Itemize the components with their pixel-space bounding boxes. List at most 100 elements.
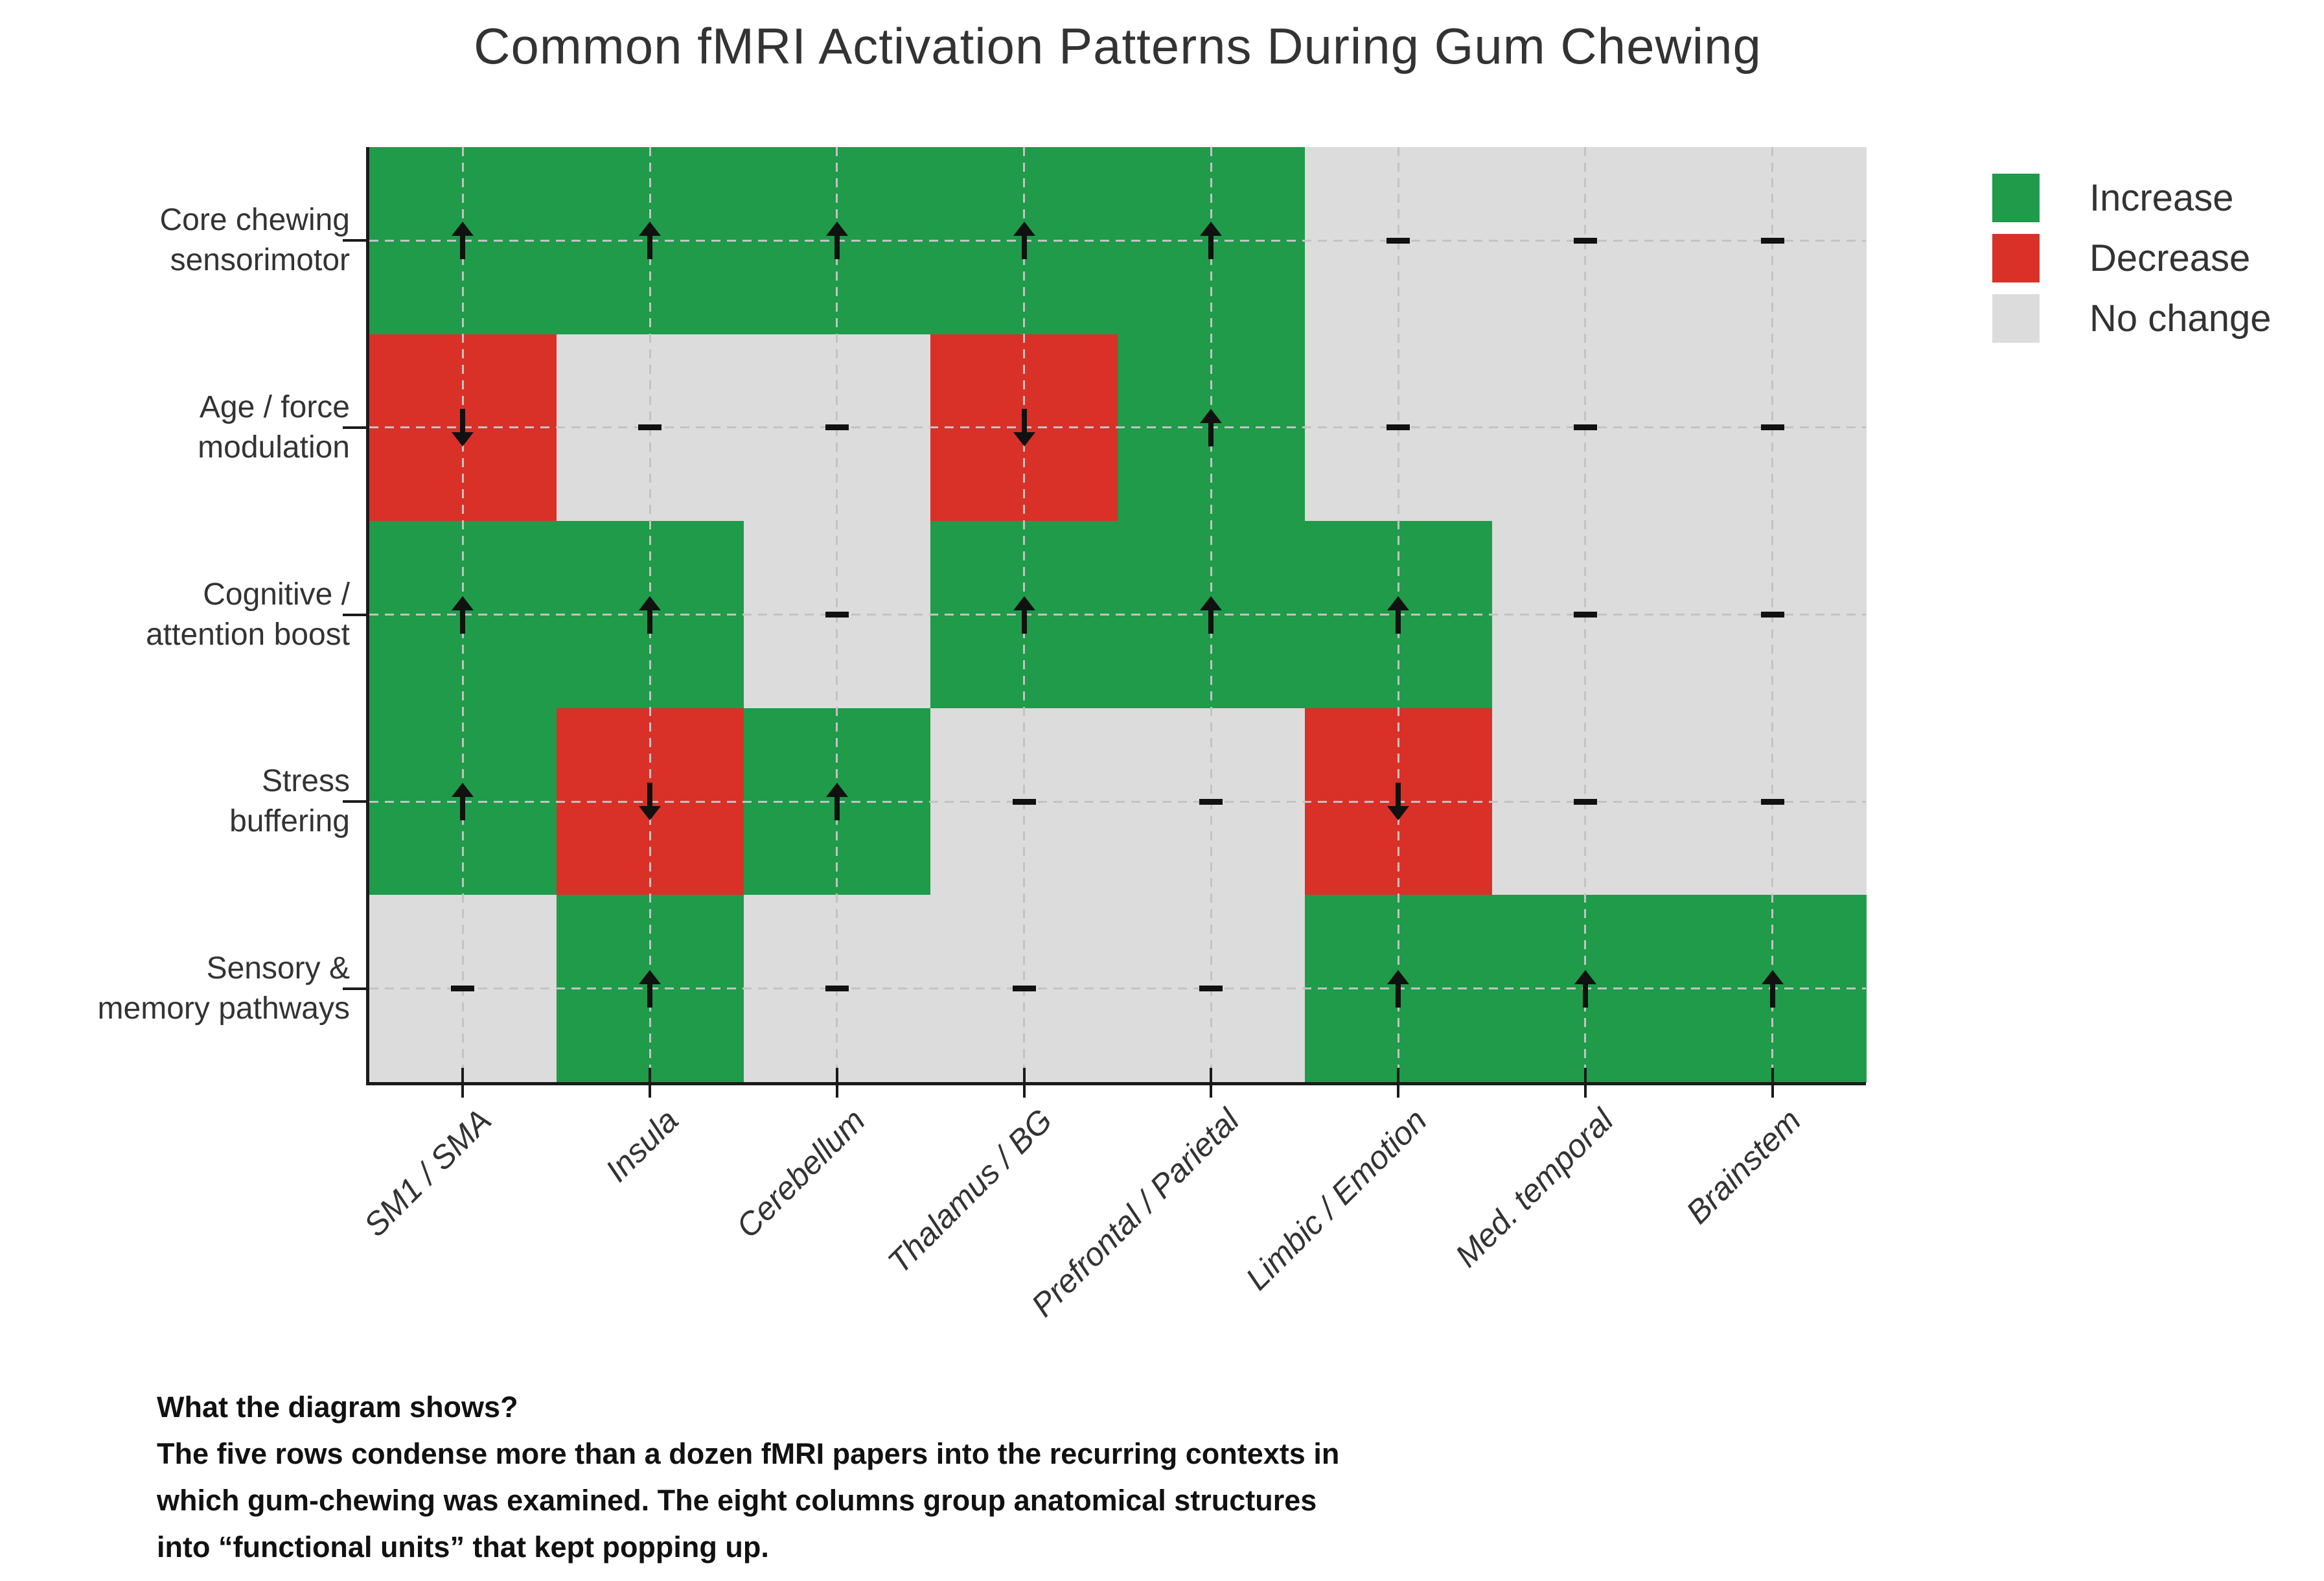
up-arrow-icon xyxy=(1013,595,1035,634)
arrow-head xyxy=(1013,222,1035,237)
caption-line: The five rows condense more than a dozen… xyxy=(157,1437,1340,1470)
row-label-line: Sensory & xyxy=(206,951,350,986)
legend: Increase Decrease No change xyxy=(1992,174,2272,354)
legend-item: Increase xyxy=(1992,174,2272,222)
arrow-head xyxy=(1013,432,1035,446)
caption-line: which gum-chewing was examined. The eigh… xyxy=(157,1484,1317,1517)
down-arrow-icon xyxy=(452,408,474,446)
up-arrow-icon xyxy=(1761,969,1784,1008)
dash-icon xyxy=(1012,798,1036,805)
x-tick xyxy=(1397,1068,1400,1098)
up-arrow-icon xyxy=(1200,595,1223,634)
row-label-line: sensorimotor xyxy=(170,243,350,278)
arrow-head xyxy=(639,806,662,821)
x-tick xyxy=(1771,1068,1774,1098)
dash-icon xyxy=(1760,798,1784,805)
up-arrow-icon xyxy=(1387,969,1410,1008)
arrow-head xyxy=(1574,969,1596,984)
up-arrow-icon xyxy=(825,783,848,821)
x-axis-line xyxy=(366,1082,1866,1085)
dash-icon xyxy=(1012,986,1036,992)
arrow-head xyxy=(639,222,662,237)
arrow-stem xyxy=(647,783,653,812)
arrow-stem xyxy=(1396,605,1401,634)
y-tick xyxy=(343,987,366,990)
caption: What the diagram shows? The five rows con… xyxy=(157,1384,1647,1571)
up-arrow-icon xyxy=(825,222,848,260)
arrow-head xyxy=(639,595,662,610)
row-label-line: buffering xyxy=(229,804,350,839)
arrow-stem xyxy=(834,231,840,260)
arrow-head xyxy=(1200,595,1223,610)
gridline-horizontal xyxy=(369,239,1866,242)
row-label-line: Core chewing xyxy=(159,203,350,238)
arrow-head xyxy=(452,595,474,610)
down-arrow-icon xyxy=(1387,783,1410,821)
arrow-head xyxy=(452,783,474,798)
column-label: Med. temporal xyxy=(1448,1102,1621,1275)
legend-swatch-no_change xyxy=(1992,294,2040,343)
row-label-line: Stress xyxy=(261,764,350,799)
arrow-stem xyxy=(1208,417,1214,446)
row-label-line: memory pathways xyxy=(97,991,350,1026)
column-label: Brainstem xyxy=(1679,1102,1808,1231)
y-tick xyxy=(343,426,366,429)
arrow-stem xyxy=(1769,978,1775,1008)
arrow-stem xyxy=(1021,231,1027,260)
arrow-stem xyxy=(1396,783,1401,812)
column-label: Prefrontal / Parietal xyxy=(1024,1102,1247,1324)
row-label: Age / force modulation xyxy=(13,387,350,468)
dash-icon xyxy=(1199,798,1223,805)
heatmap-plot xyxy=(343,147,1867,1098)
arrow-stem xyxy=(647,231,653,260)
arrow-head xyxy=(452,222,474,237)
y-tick xyxy=(343,613,366,616)
arrow-head xyxy=(1013,595,1035,610)
up-arrow-icon xyxy=(1200,222,1223,260)
dash-icon xyxy=(451,986,475,992)
arrow-stem xyxy=(460,605,466,634)
dash-icon xyxy=(1386,237,1410,244)
arrow-stem xyxy=(460,231,466,260)
x-tick xyxy=(649,1068,652,1098)
arrow-stem xyxy=(1208,231,1214,260)
row-label: Cognitive / attention boost xyxy=(13,575,350,655)
up-arrow-icon xyxy=(1574,969,1596,1008)
row-label-line: Age / force xyxy=(199,389,350,424)
gridline-horizontal xyxy=(369,426,1866,429)
y-tick xyxy=(343,800,366,803)
arrow-stem xyxy=(460,792,466,821)
caption-line: into “functional units” that kept poppin… xyxy=(157,1530,769,1564)
legend-item: No change xyxy=(1992,294,2272,343)
arrow-stem xyxy=(1021,408,1027,437)
column-label: Cerebellum xyxy=(729,1102,873,1245)
arrow-stem xyxy=(1582,978,1588,1008)
y-tick xyxy=(343,239,366,242)
dash-icon xyxy=(1760,237,1784,244)
dash-icon xyxy=(638,424,662,431)
up-arrow-icon xyxy=(1200,408,1223,446)
row-label-line: attention boost xyxy=(146,617,350,652)
gridline-horizontal xyxy=(369,614,1866,616)
legend-swatch-increase xyxy=(1992,174,2040,222)
caption-heading: What the diagram shows? xyxy=(157,1391,518,1424)
dash-icon xyxy=(1386,424,1410,431)
up-arrow-icon xyxy=(639,595,662,634)
column-label: Insula xyxy=(598,1102,685,1189)
x-tick xyxy=(1210,1068,1213,1098)
arrow-head xyxy=(452,432,474,446)
dash-icon xyxy=(1573,424,1597,431)
dash-icon xyxy=(1760,612,1784,617)
arrow-head xyxy=(639,969,662,984)
x-tick xyxy=(461,1068,465,1098)
column-label: Limbic / Emotion xyxy=(1238,1102,1434,1297)
x-tick xyxy=(1583,1068,1587,1098)
arrow-head xyxy=(825,783,848,798)
dash-icon xyxy=(1573,612,1597,617)
arrow-stem xyxy=(1021,605,1027,634)
column-label: SM1 / SMA xyxy=(356,1102,498,1244)
arrow-head xyxy=(825,222,848,237)
arrow-head xyxy=(1761,969,1784,984)
chart-title: Common fMRI Activation Patterns During G… xyxy=(474,17,1762,75)
row-label: Sensory & memory pathways xyxy=(13,949,350,1029)
